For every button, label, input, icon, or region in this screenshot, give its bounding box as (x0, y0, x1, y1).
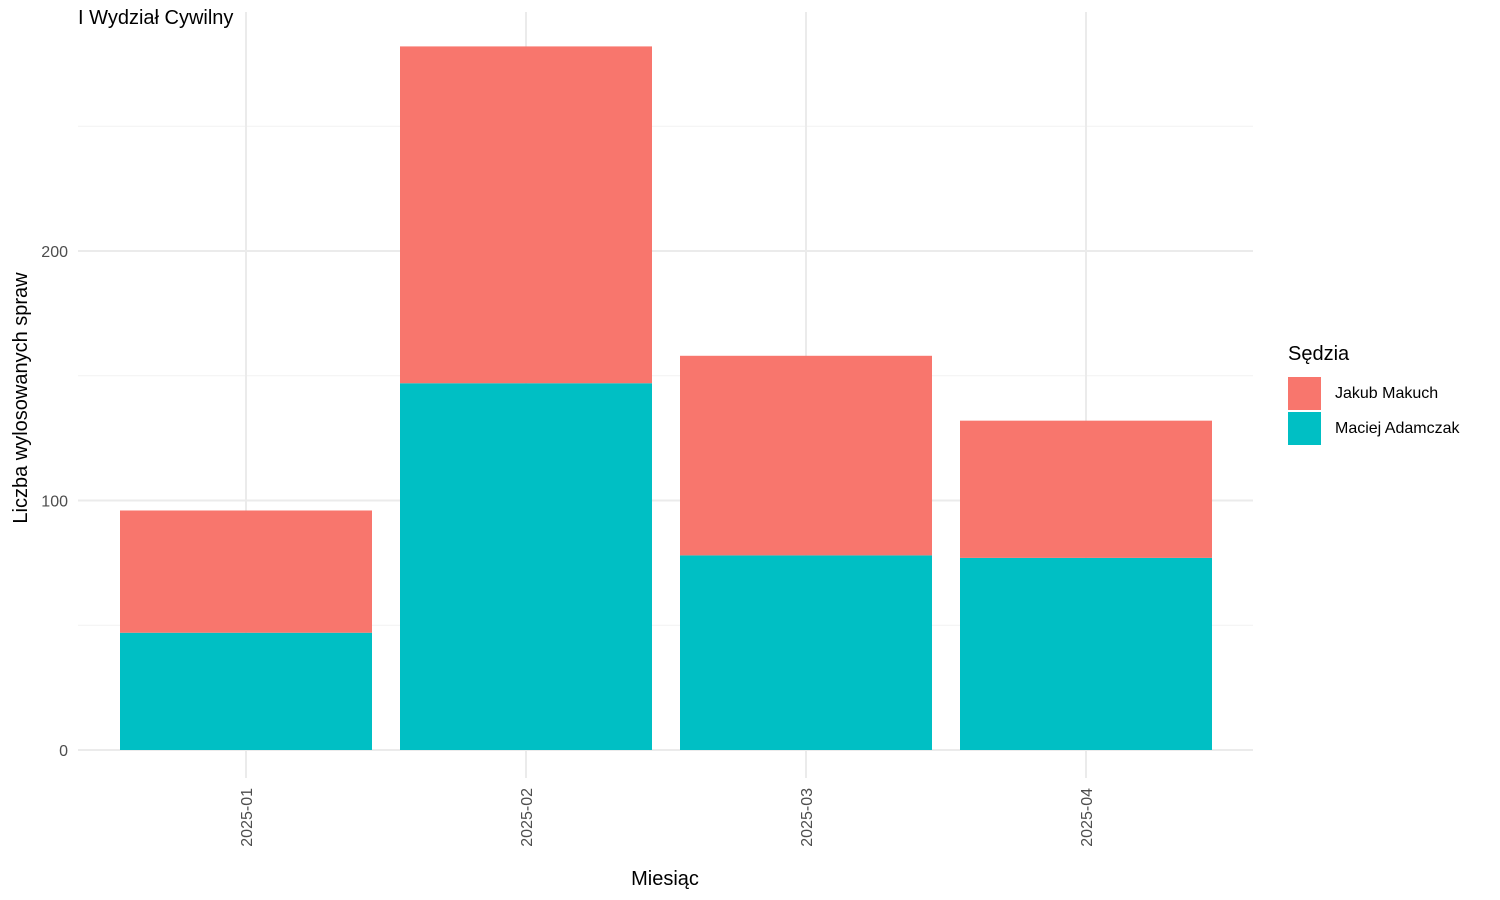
legend-label: Jakub Makuch (1335, 384, 1439, 402)
y-tick-label: 0 (59, 743, 68, 760)
bar-segment (680, 555, 932, 750)
chart-title: I Wydział Cywilny (78, 7, 234, 29)
bars (120, 46, 1212, 750)
bar-segment (400, 383, 652, 750)
y-axis-title: Liczba wylosowanych spraw (10, 272, 32, 524)
bar-segment (960, 420, 1212, 558)
bar-segment (400, 46, 652, 384)
legend-item-maciej-adamczak: Maciej Adamczak (1288, 411, 1460, 446)
legend-swatch (1288, 377, 1321, 410)
bar-segment (120, 510, 372, 633)
bar-segment (680, 355, 932, 556)
x-tick-label: 2025-03 (799, 788, 816, 847)
legend-label: Maciej Adamczak (1335, 419, 1460, 437)
legend-swatch (1288, 412, 1321, 445)
bar-segment (960, 557, 1212, 750)
legend-title: Sędzia (1288, 343, 1350, 365)
y-axis-ticks: 0 100 200 (41, 244, 68, 760)
x-tick-label: 2025-04 (1079, 788, 1096, 847)
legend-item-jakub-makuch: Jakub Makuch (1288, 376, 1460, 411)
legend: Sędzia Jakub Makuch Maciej Adamczak (1288, 343, 1460, 446)
y-tick-label: 100 (41, 494, 68, 511)
x-tick-label: 2025-01 (239, 788, 256, 847)
x-axis-ticks: 2025-01 2025-02 2025-03 2025-04 (239, 788, 1096, 847)
y-tick-label: 200 (41, 244, 68, 261)
x-tick-label: 2025-02 (519, 788, 536, 847)
bar-segment (120, 632, 372, 750)
x-axis-title: Miesiąc (631, 868, 699, 890)
